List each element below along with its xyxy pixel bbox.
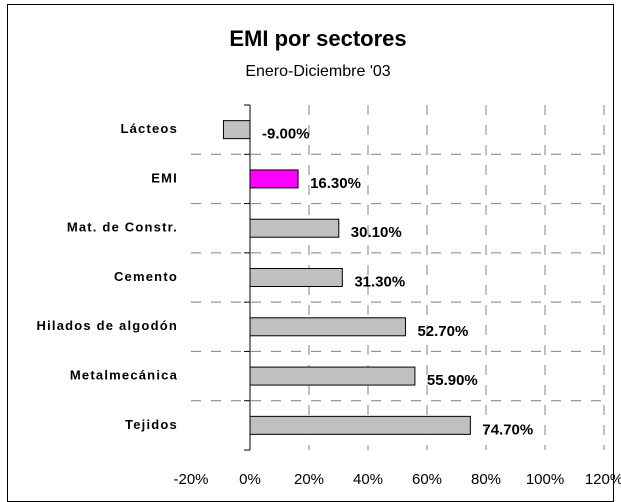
chart-title: EMI por sectores	[229, 26, 406, 51]
chart-subtitle: Enero-Diciembre '03	[245, 63, 390, 80]
x-tick-label: 40%	[353, 471, 383, 488]
value-label: -9.00%	[262, 126, 310, 143]
value-label: 30.10%	[351, 224, 402, 241]
y-tick-label: EMI	[151, 170, 178, 185]
bar	[249, 218, 340, 238]
value-label: 16.30%	[310, 175, 361, 192]
value-label: 55.90%	[427, 372, 478, 389]
bar	[249, 317, 406, 337]
bar	[249, 169, 299, 189]
x-tick-label: 120%	[585, 471, 621, 488]
bar	[249, 366, 416, 386]
y-tick-label: Metalmecánica	[70, 368, 178, 383]
x-tick-label: 60%	[412, 471, 442, 488]
bar	[222, 120, 251, 140]
x-tick-label: -20%	[173, 471, 208, 488]
x-tick-label: 80%	[471, 471, 501, 488]
x-tick-label: 20%	[294, 471, 324, 488]
y-tick-label: Mat. de Constr.	[67, 220, 178, 235]
value-label: 52.70%	[417, 323, 468, 340]
y-tick-label: Tejidos	[125, 417, 178, 432]
x-tick-label: 0%	[239, 471, 261, 488]
value-label: 74.70%	[482, 421, 533, 438]
x-tick-label: 100%	[526, 471, 564, 488]
y-tick-label: Cemento	[114, 269, 178, 284]
value-label: 31.30%	[354, 273, 405, 290]
y-tick-label: Lácteos	[120, 121, 178, 136]
bar	[249, 415, 471, 435]
y-tick-label: Hilados de algodón	[37, 318, 179, 333]
bar	[249, 268, 343, 287]
